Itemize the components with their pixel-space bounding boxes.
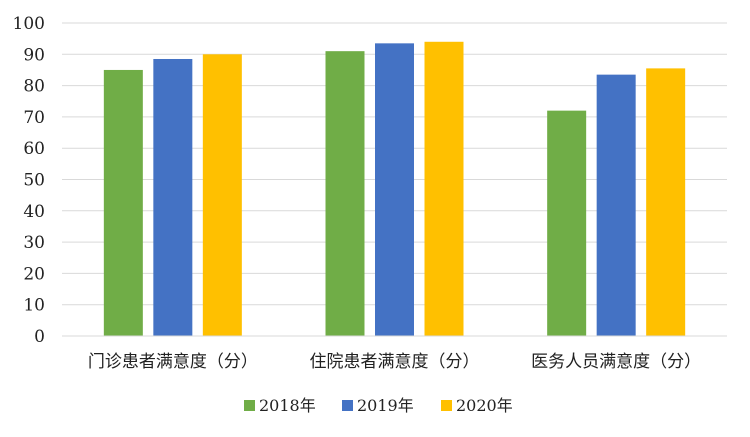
y-tick-label: 50	[23, 171, 45, 191]
legend-item: 2019年	[342, 396, 414, 415]
y-tick-label: 80	[23, 77, 45, 97]
bar	[103, 69, 143, 336]
y-tick-label: 0	[34, 327, 45, 347]
legend-item: 2018年	[244, 396, 316, 415]
y-tick-label: 30	[23, 233, 45, 253]
y-tick-label: 100	[13, 14, 45, 34]
y-tick-label: 90	[23, 45, 45, 65]
y-tick-label: 10	[23, 296, 45, 316]
bar	[547, 110, 587, 336]
bar	[646, 68, 686, 336]
y-tick-label: 20	[23, 264, 45, 284]
bar	[325, 51, 365, 337]
legend-label: 2020年	[456, 396, 513, 415]
x-axis-category-labels: 门诊患者满意度（分） 住院患者满意度（分） 医务人员满意度（分）	[88, 352, 701, 372]
y-axis-ticks: 0 10 20 30 40 50 60 70 80 90 100	[13, 14, 45, 347]
legend-label: 2019年	[357, 396, 414, 415]
x-tick-label: 门诊患者满意度（分）	[88, 352, 258, 372]
legend-swatch	[441, 400, 452, 411]
y-tick-label: 70	[23, 108, 45, 128]
legend: 2018年 2019年 2020年	[244, 396, 513, 415]
bar	[424, 41, 464, 336]
y-tick-label: 40	[23, 202, 45, 222]
bar	[596, 74, 636, 337]
bar	[202, 54, 242, 337]
legend-swatch	[342, 400, 353, 411]
x-tick-label: 医务人员满意度（分）	[531, 352, 701, 372]
bars	[103, 41, 686, 337]
x-tick-label: 住院患者满意度（分）	[310, 352, 480, 372]
legend-label: 2018年	[259, 396, 316, 415]
bar	[153, 58, 193, 337]
bar	[375, 43, 414, 336]
legend-item: 2020年	[441, 396, 513, 415]
legend-swatch	[244, 400, 255, 411]
y-tick-label: 60	[23, 139, 45, 159]
